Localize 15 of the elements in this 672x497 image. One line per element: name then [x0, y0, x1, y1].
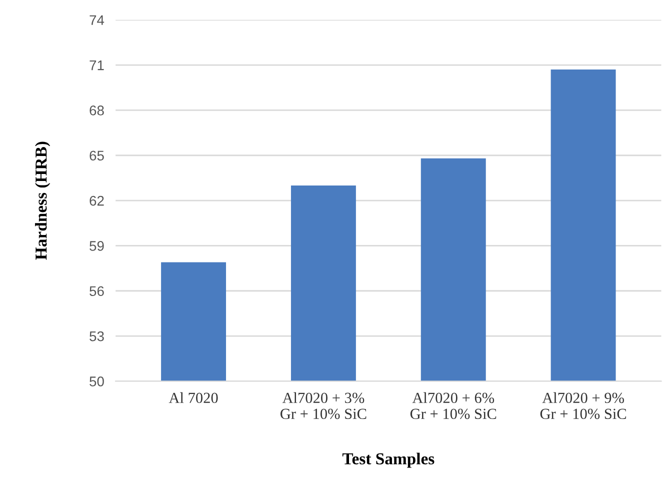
- y-tick-label: 74: [90, 15, 104, 25]
- y-tick-label: 56: [90, 286, 104, 296]
- y-tick-label: 68: [90, 106, 104, 116]
- y-tick-label: 71: [90, 60, 104, 70]
- x-tick-label: Al7020 + 6% Gr + 10% SiC: [410, 392, 496, 420]
- x-tick-label: Al 7020: [168, 392, 218, 404]
- y-tick-label: 62: [90, 196, 104, 206]
- x-axis-title: Test Samples: [342, 452, 434, 468]
- y-tick-label: 65: [90, 150, 104, 161]
- x-tick-label: Al7020 + 9% Gr + 10% SiC: [540, 392, 626, 420]
- y-tick-label: 53: [90, 331, 104, 342]
- y-tick-label: 50: [90, 376, 104, 386]
- y-tick-label: 59: [90, 241, 104, 251]
- x-tick-label: Al7020 + 3% Gr + 10% SiC: [280, 392, 366, 420]
- y-axis-title: Hardness (HRB): [35, 142, 50, 260]
